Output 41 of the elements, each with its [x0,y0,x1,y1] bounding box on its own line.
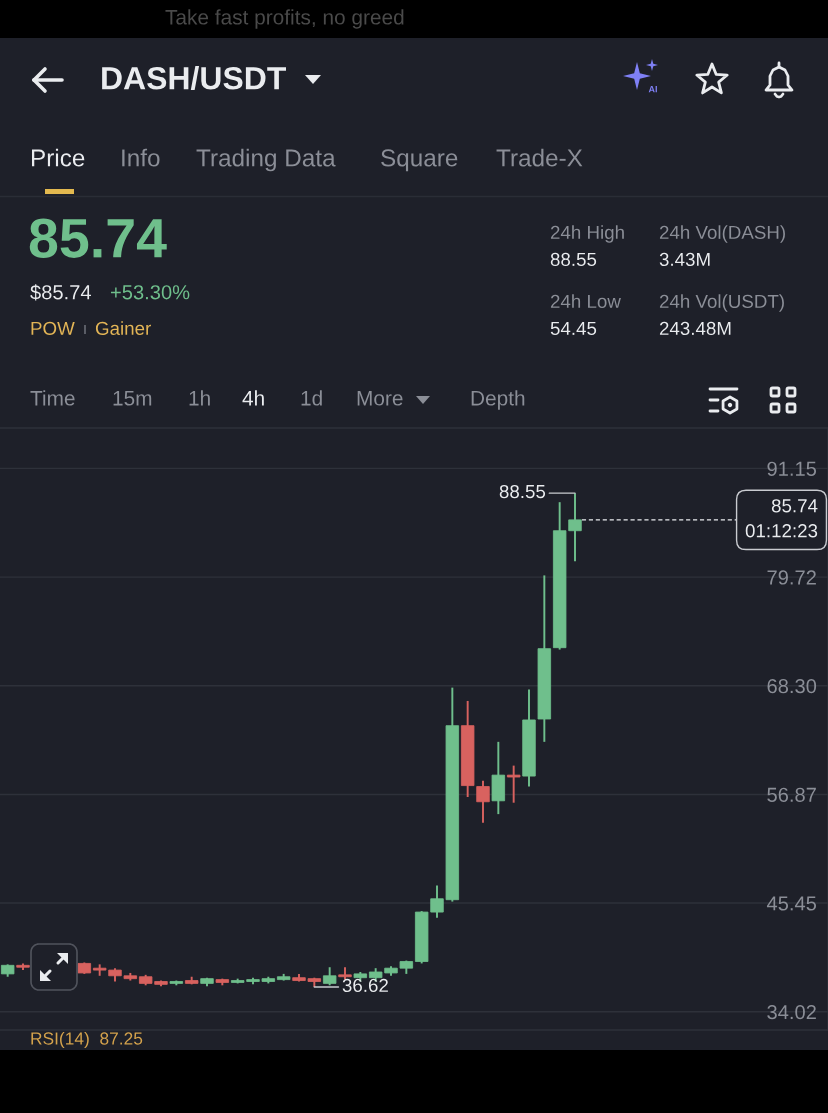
text: 24h Low [550,294,621,309]
text: 24h Vol(DASH) [659,225,785,243]
text: 3.43M [659,252,710,267]
text: 1d [301,390,322,406]
text: 1h [189,390,210,406]
annotation: 36.62 [342,978,388,993]
text: More [357,391,403,406]
text: 243.48M [659,321,731,336]
text: 88.55 [550,252,597,267]
text: AI [648,86,657,93]
text: Take fast profits, no greed [165,9,404,29]
y-tick-label: 34.02 [767,1004,816,1020]
y-tick-label: 56.87 [767,787,816,802]
text: Info [122,148,160,167]
y-tick-label: 91.15 [767,461,817,476]
y-tick-label: 68.30 [767,678,817,694]
y-tick-label: 45.45 [766,896,817,911]
chart-title: DASH/USDT [102,66,287,90]
ref-line-label: 85.74 01:12:23 [745,499,818,538]
text: 85.74 [29,218,167,258]
text: $85.74 [30,284,92,301]
text: Trading Data [196,148,336,172]
text: 54.45 [550,321,597,336]
text: RSI(14) 87.25 [31,1031,143,1049]
text: Time [30,390,75,406]
candlestick [506,764,521,804]
text: Gainer [95,321,151,336]
text: Depth [471,390,525,410]
annotation: 88.55 [499,484,546,499]
text: 15m [113,391,152,406]
text: Square [381,149,458,172]
text: 24h High [550,225,624,243]
text: 24h Vol(USDT) [659,294,784,312]
y-tick-label: 79.72 [767,570,816,585]
text: Price [31,148,85,167]
candlestick [476,779,490,824]
text: POW [31,321,75,336]
text: +53.30% [110,285,190,300]
candlestick [322,966,337,987]
text: 4h [242,390,264,406]
text: Trade-X [496,148,583,167]
